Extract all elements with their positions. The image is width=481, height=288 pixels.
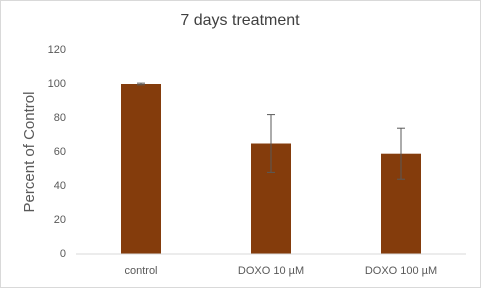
chart-title: 7 days treatment (180, 12, 300, 29)
y-tick-label: 0 (60, 248, 66, 260)
x-tick-label: control (124, 265, 157, 277)
y-tick-label: 100 (48, 78, 66, 90)
y-tick-label: 20 (54, 214, 66, 226)
error-bar (397, 127, 405, 180)
bar (121, 84, 161, 254)
error-bar (137, 82, 145, 86)
y-axis-label: Percent of Control (21, 92, 38, 213)
x-tick-label: DOXO 10 µM (238, 265, 304, 277)
y-tick-label: 80 (54, 112, 66, 124)
y-tick-label: 60 (54, 146, 66, 158)
y-tick-label: 120 (48, 44, 66, 56)
x-tick-label: DOXO 100 µM (365, 265, 437, 277)
y-tick-label: 40 (54, 180, 66, 192)
error-bar (267, 114, 275, 173)
